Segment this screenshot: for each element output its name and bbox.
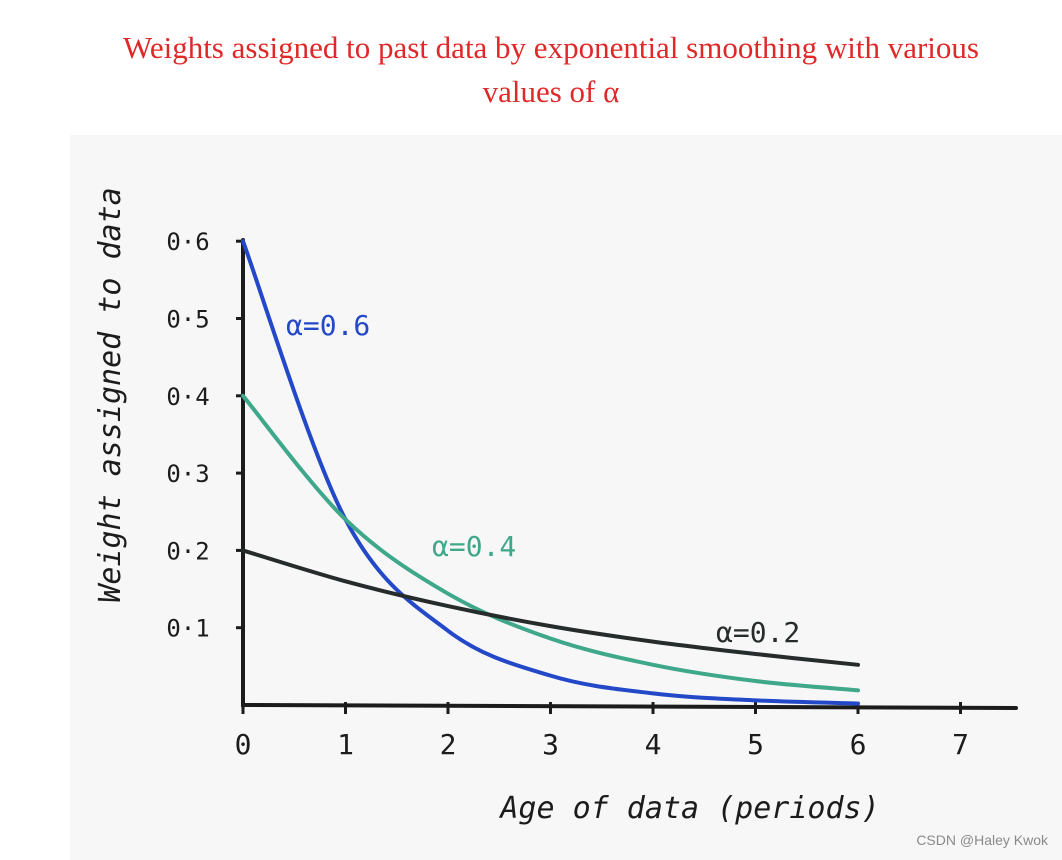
x-tick-label: 7 bbox=[952, 728, 969, 761]
watermark: CSDN @Haley Kwok bbox=[916, 832, 1048, 848]
title-line-2: values of α bbox=[482, 74, 620, 109]
title-line-1: Weights assigned to past data by exponen… bbox=[123, 30, 979, 65]
x-axis-label: Age of data (periods) bbox=[498, 791, 879, 826]
x-tick-label: 3 bbox=[542, 728, 559, 761]
series-line bbox=[241, 548, 860, 667]
y-tick-label: 0·4 bbox=[166, 383, 209, 411]
chart-photo-background bbox=[70, 135, 1062, 860]
y-axis-label: Weight assigned to data bbox=[93, 187, 128, 602]
y-tick-label: 0·6 bbox=[166, 228, 209, 256]
y-tick-label: 0·1 bbox=[166, 615, 209, 643]
x-tick-label: 1 bbox=[337, 728, 354, 761]
x-axis-line bbox=[241, 703, 1018, 710]
y-tick-label: 0·3 bbox=[166, 460, 209, 488]
x-tick-label: 5 bbox=[747, 728, 764, 761]
y-tick-label: 0·2 bbox=[166, 537, 209, 565]
axis-ticks: 0 1 2 3 4 5 6 7 0·1 0·2 0·3 0·4 0·5 0·6 bbox=[166, 228, 969, 761]
y-tick-label: 0·5 bbox=[166, 306, 209, 334]
series-labels: α=0.6 α=0.4 α=0.2 bbox=[286, 309, 800, 649]
x-tick-label: 6 bbox=[850, 728, 867, 761]
series-label: α=0.4 bbox=[432, 530, 516, 563]
x-tick-label: 4 bbox=[645, 728, 662, 761]
series-line bbox=[241, 393, 860, 693]
x-tick-label: 2 bbox=[440, 728, 457, 761]
x-tick-label: 0 bbox=[235, 728, 252, 761]
page-title: Weights assigned to past data by exponen… bbox=[20, 26, 1062, 114]
series-label: α=0.2 bbox=[716, 616, 800, 649]
chart-series bbox=[241, 239, 860, 706]
series-label: α=0.6 bbox=[286, 309, 370, 342]
series-line bbox=[241, 239, 860, 706]
